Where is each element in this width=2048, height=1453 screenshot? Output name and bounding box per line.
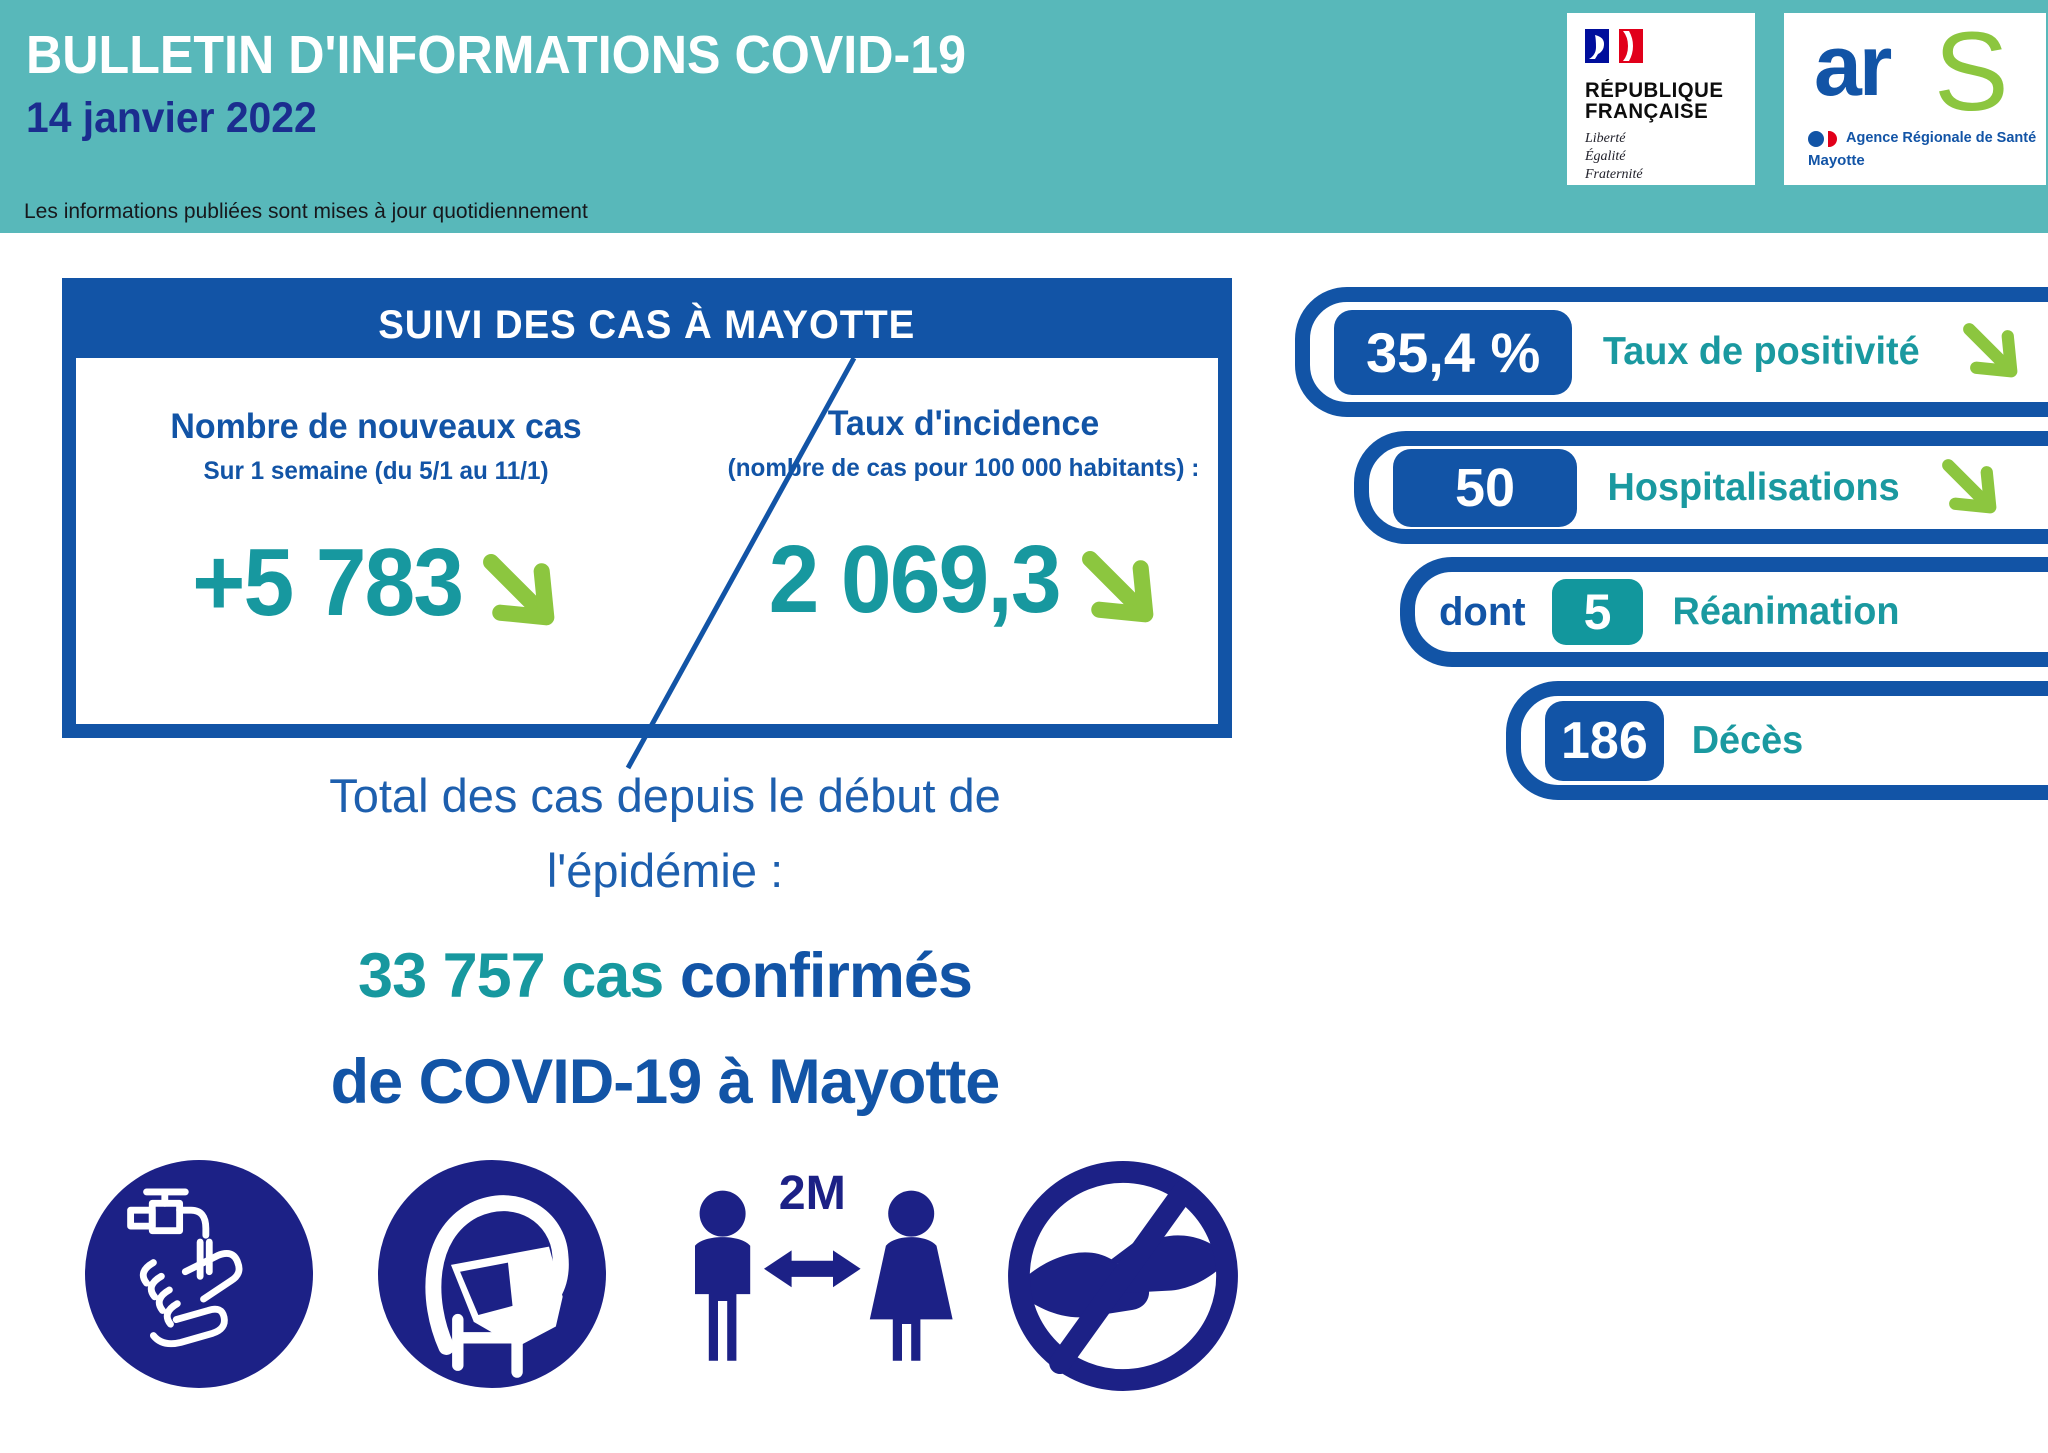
trend-down-icon (1962, 323, 2018, 378)
republique-francaise-logo: RÉPUBLIQUE FRANÇAISE Liberté Égalité Fra… (1567, 13, 1755, 185)
hospitalisations-pill: 50 Hospitalisations (1354, 431, 2048, 544)
incidence-heading: Taux d'incidence (827, 404, 1100, 443)
new-cases-value: +5 783 (191, 529, 464, 636)
positivity-rate-label: Taux de positivité (1603, 330, 1920, 373)
reanimation-value: 5 (1551, 579, 1644, 645)
deaths-value: 186 (1545, 700, 1664, 781)
total-cases-confirmed: confirmés (679, 941, 973, 1011)
trend-down-icon (1081, 551, 1153, 623)
incidence-value: 2 069,3 (769, 526, 1062, 633)
distance-label: 2M (779, 1166, 846, 1220)
hospitalisations-value: 50 (1393, 448, 1578, 527)
rf-title: RÉPUBLIQUE FRANÇAISE (1585, 79, 1724, 124)
reanimation-pill: dont 5 Réanimation (1400, 557, 2048, 667)
rf-motto: Liberté Égalité Fraternité (1585, 130, 1643, 183)
total-cases-count-line: 33 757 cas confirmés (0, 940, 1330, 1012)
new-cases-column: Nombre de nouveaux cas Sur 1 semaine (du… (96, 407, 656, 638)
total-cases-line1: Total des cas depuis le début de (329, 769, 1001, 822)
ars-region-name: Mayotte (1808, 152, 1865, 169)
ars-agency-name: Agence Régionale de Santé (1846, 130, 2037, 146)
ars-dot-icon (1808, 131, 1824, 147)
new-cases-heading: Nombre de nouveaux cas (170, 407, 582, 446)
total-cases-line4: de COVID-19 à Mayotte (330, 1047, 1001, 1117)
page-title: BULLETIN D'INFORMATIONS COVID-19 (26, 25, 967, 85)
case-tracking-header: SUIVI DES CAS À MAYOTTE (76, 292, 1218, 358)
french-flag-emblem-icon (1585, 29, 1643, 63)
total-cases-count: 33 757 cas (358, 941, 664, 1011)
bulletin-date: 14 janvier 2022 (26, 94, 317, 142)
reanimation-prefix: dont (1439, 589, 1526, 634)
case-tracking-panel: SUIVI DES CAS À MAYOTTE Nombre de nouvea… (62, 278, 1232, 738)
positivity-rate-pill: 35,4 % Taux de positivité (1295, 287, 2048, 417)
distance-2m-icon: 2M (695, 1166, 953, 1361)
hospitalisations-label: Hospitalisations (1607, 465, 1900, 509)
trend-down-icon (1942, 458, 1997, 513)
total-cases-block: Total des cas depuis le début de l'épidé… (0, 772, 1330, 1118)
positivity-rate-value: 35,4 % (1334, 309, 1573, 395)
ars-crescent-icon (1828, 131, 1837, 147)
total-cases-line2: l'épidémie : (546, 844, 784, 897)
case-tracking-title: SUIVI DES CAS À MAYOTTE (378, 302, 916, 347)
new-cases-subheading: Sur 1 semaine (du 5/1 au 11/1) (203, 457, 549, 485)
deaths-label: Décès (1691, 718, 1803, 762)
reanimation-label: Réanimation (1672, 590, 1900, 633)
ars-mayotte-logo: ar S Agence Régionale de Santé Mayotte (1784, 9, 2046, 185)
deaths-pill: 186 Décès (1506, 681, 2048, 800)
ars-wordmark: ar S (1814, 9, 2009, 134)
handwashing-icon (85, 1160, 313, 1388)
incidence-subheading: (nombre de cas pour 100 000 habitants) : (727, 454, 1200, 482)
no-handshake-icon (1008, 1161, 1238, 1391)
incidence-column: Taux d'incidence (nombre de cas pour 100… (706, 404, 1221, 635)
trend-down-icon (483, 554, 555, 626)
update-note: Les informations publiées sont mises à j… (24, 200, 588, 223)
mask-icon (378, 1160, 606, 1388)
